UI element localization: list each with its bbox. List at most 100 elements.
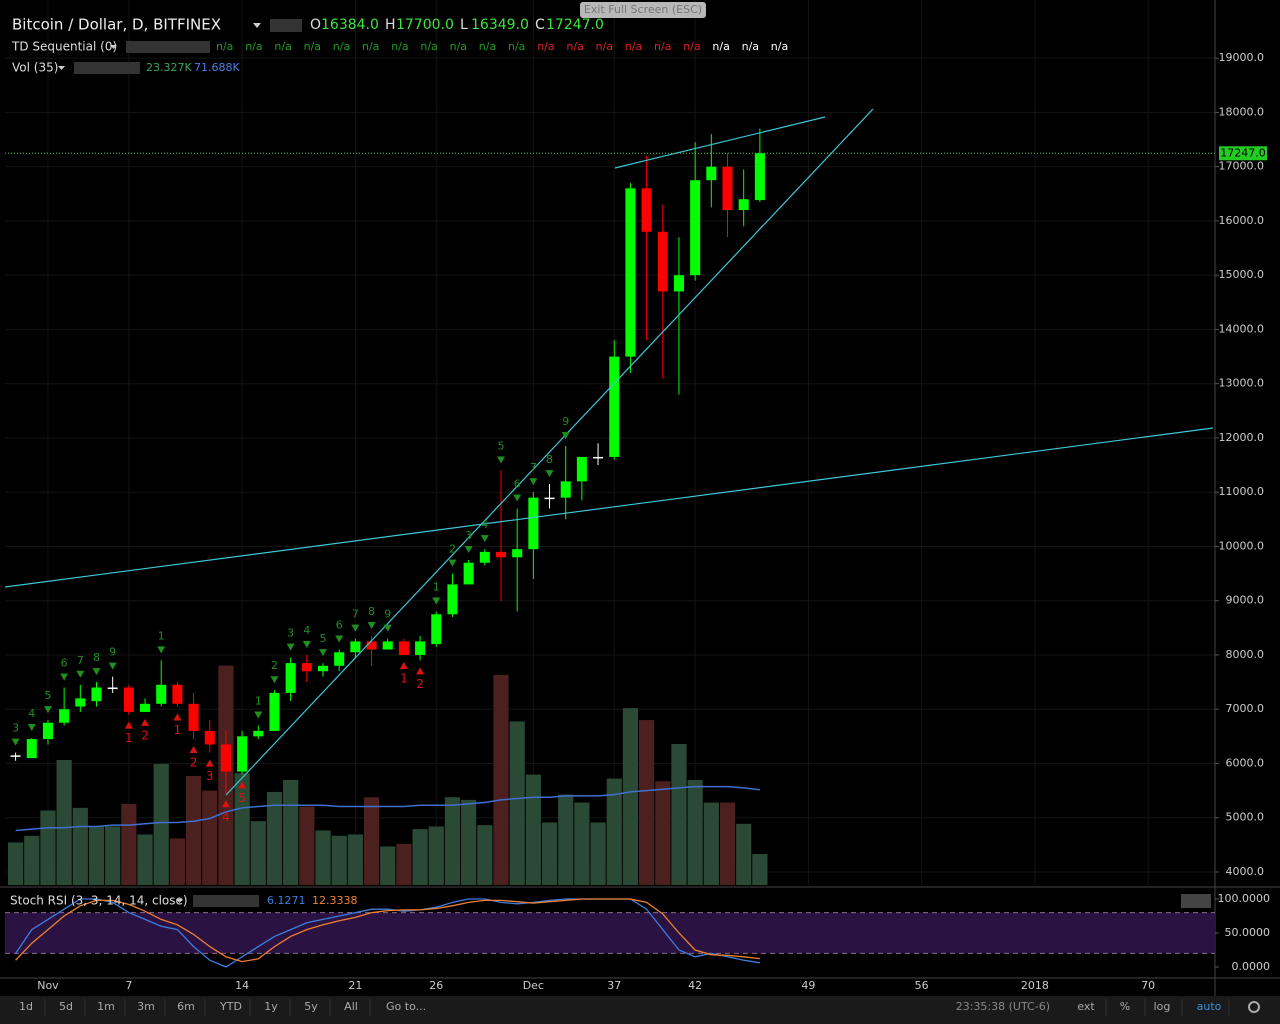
x-tick-label: 37 (607, 979, 621, 992)
td-sell-arrow (335, 635, 344, 643)
option-button[interactable]: ext (1077, 1000, 1095, 1013)
y-tick-label: 0.0000 (1232, 960, 1271, 973)
candle-body (447, 584, 458, 615)
volume-bar (719, 802, 736, 885)
volume-ma-line (15, 785, 760, 832)
volume-bar (24, 835, 40, 885)
y-tick-label: 9000.0 (1226, 594, 1265, 607)
option-button[interactable]: % (1120, 1000, 1130, 1013)
candle-body (673, 275, 684, 292)
volume-bar (266, 791, 283, 885)
candle-body (42, 722, 53, 740)
dropdown-caret[interactable] (58, 66, 65, 70)
settings-button[interactable] (1248, 1001, 1260, 1013)
td-sell-count: 9 (562, 415, 569, 428)
range-button[interactable]: YTD (219, 1000, 242, 1013)
indicator-value: n/a (566, 40, 583, 53)
exit-fullscreen[interactable]: Exit Full Screen (ESC) (584, 3, 702, 16)
volume-bar (331, 835, 347, 885)
indicator-value: n/a (479, 40, 496, 53)
td-sell-count: 8 (93, 651, 100, 664)
y-tick-label: 7000.0 (1226, 702, 1265, 715)
indicator-buttons[interactable] (193, 895, 259, 907)
td-sell-count: 1 (255, 694, 262, 707)
td-sell-arrow (76, 670, 85, 678)
y-tick-label: 6000.0 (1226, 756, 1265, 769)
volume-bar (121, 803, 137, 885)
stoch-line (15, 898, 761, 968)
dropdown-caret[interactable] (253, 23, 261, 28)
td-sell-arrow (302, 640, 311, 648)
goto-button[interactable]: Go to... (386, 1000, 426, 1013)
dropdown-caret[interactable] (110, 45, 117, 49)
td-buy-count: 2 (141, 728, 149, 742)
option-button[interactable]: log (1154, 1000, 1171, 1013)
range-button[interactable]: 5d (59, 1000, 73, 1013)
indicator-value: 23.327K (146, 61, 192, 74)
range-button[interactable]: 3m (137, 1000, 155, 1013)
indicator-value: n/a (712, 40, 729, 53)
pane-buttons[interactable] (1181, 894, 1211, 908)
td-sell-arrow (11, 738, 20, 746)
volume-bar (40, 810, 56, 885)
td-sell-count: 7 (77, 654, 84, 667)
td-sell-arrow (432, 597, 441, 605)
volume-bar (525, 774, 541, 885)
option-button[interactable]: auto (1197, 1000, 1222, 1013)
td-buy-arrow (221, 800, 230, 808)
td-sell-count: 4 (28, 707, 35, 720)
indicator-buttons[interactable] (126, 41, 210, 53)
candle-body (91, 687, 102, 702)
candle-body (690, 180, 701, 276)
range-button[interactable]: 5y (304, 1000, 318, 1013)
indicator-value: 71.688K (194, 61, 240, 74)
volume-bar (493, 674, 509, 885)
td-sell-count: 9 (384, 608, 391, 621)
td-sell-count: 1 (433, 581, 440, 594)
candle-body (544, 497, 555, 500)
volume-bar (574, 802, 590, 885)
td-sell-count: 6 (336, 619, 343, 632)
td-buy-count: 2 (416, 677, 424, 691)
range-button[interactable]: 1m (97, 1000, 115, 1013)
td-sell-count: 3 (287, 627, 294, 640)
volume-bar (347, 834, 363, 885)
range-button[interactable]: 1y (264, 1000, 278, 1013)
indicator-value: n/a (596, 40, 613, 53)
ohlc-value: 16384.0 (321, 17, 379, 33)
clock: 23:35:38 (UTC-6) (956, 1000, 1050, 1013)
td-sell-arrow (254, 711, 263, 719)
y-tick-label: 10000.0 (1219, 539, 1265, 552)
candle-body (301, 663, 312, 672)
y-tick-label: 19000.0 (1219, 51, 1265, 64)
last-price-tag (1219, 146, 1267, 161)
indicator-buttons[interactable] (74, 62, 140, 74)
td-sell-arrow (448, 559, 457, 567)
candle-body (75, 698, 86, 707)
volume-bar (639, 720, 655, 885)
td-sell-arrow (561, 432, 570, 440)
range-button[interactable]: All (344, 1000, 358, 1013)
exit-fullscreen-button[interactable] (580, 2, 706, 18)
indicator-name: Vol (35) (12, 61, 58, 75)
y-tick-label: 8000.0 (1226, 648, 1265, 661)
td-sell-count: 7 (352, 608, 359, 621)
candle-body (398, 641, 409, 655)
y-tick-label: 4000.0 (1226, 865, 1265, 878)
ohlc-value: 16349.0 (471, 17, 529, 33)
td-sell-arrow (286, 643, 295, 651)
dropdown-caret[interactable] (176, 899, 183, 903)
td-buy-count: 1 (174, 723, 182, 737)
indicator-value: n/a (508, 40, 525, 53)
toolbar (0, 996, 1280, 1024)
range-button[interactable]: 1d (19, 1000, 33, 1013)
volume-layer (8, 665, 768, 885)
range-button[interactable]: 6m (177, 1000, 195, 1013)
candle-body (576, 456, 587, 482)
chart-title: Bitcoin / Dollar, D, BITFINEX (12, 16, 221, 34)
indicator-value: n/a (742, 40, 759, 53)
volume-bar (396, 843, 412, 885)
title-buttons[interactable] (270, 19, 302, 32)
indicator-value: n/a (333, 40, 350, 53)
